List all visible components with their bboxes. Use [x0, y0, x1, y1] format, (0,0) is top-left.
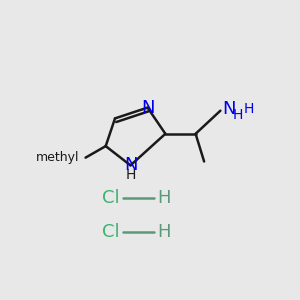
Text: H: H — [126, 168, 136, 182]
Text: H: H — [157, 223, 170, 241]
Text: N: N — [124, 156, 137, 174]
Text: Cl: Cl — [102, 189, 120, 207]
Text: H: H — [233, 107, 243, 122]
Text: Cl: Cl — [102, 223, 120, 241]
Text: N: N — [141, 99, 154, 117]
Text: methyl: methyl — [36, 151, 79, 164]
Text: H: H — [157, 189, 170, 207]
Text: H: H — [244, 102, 254, 116]
Text: N: N — [222, 100, 236, 118]
